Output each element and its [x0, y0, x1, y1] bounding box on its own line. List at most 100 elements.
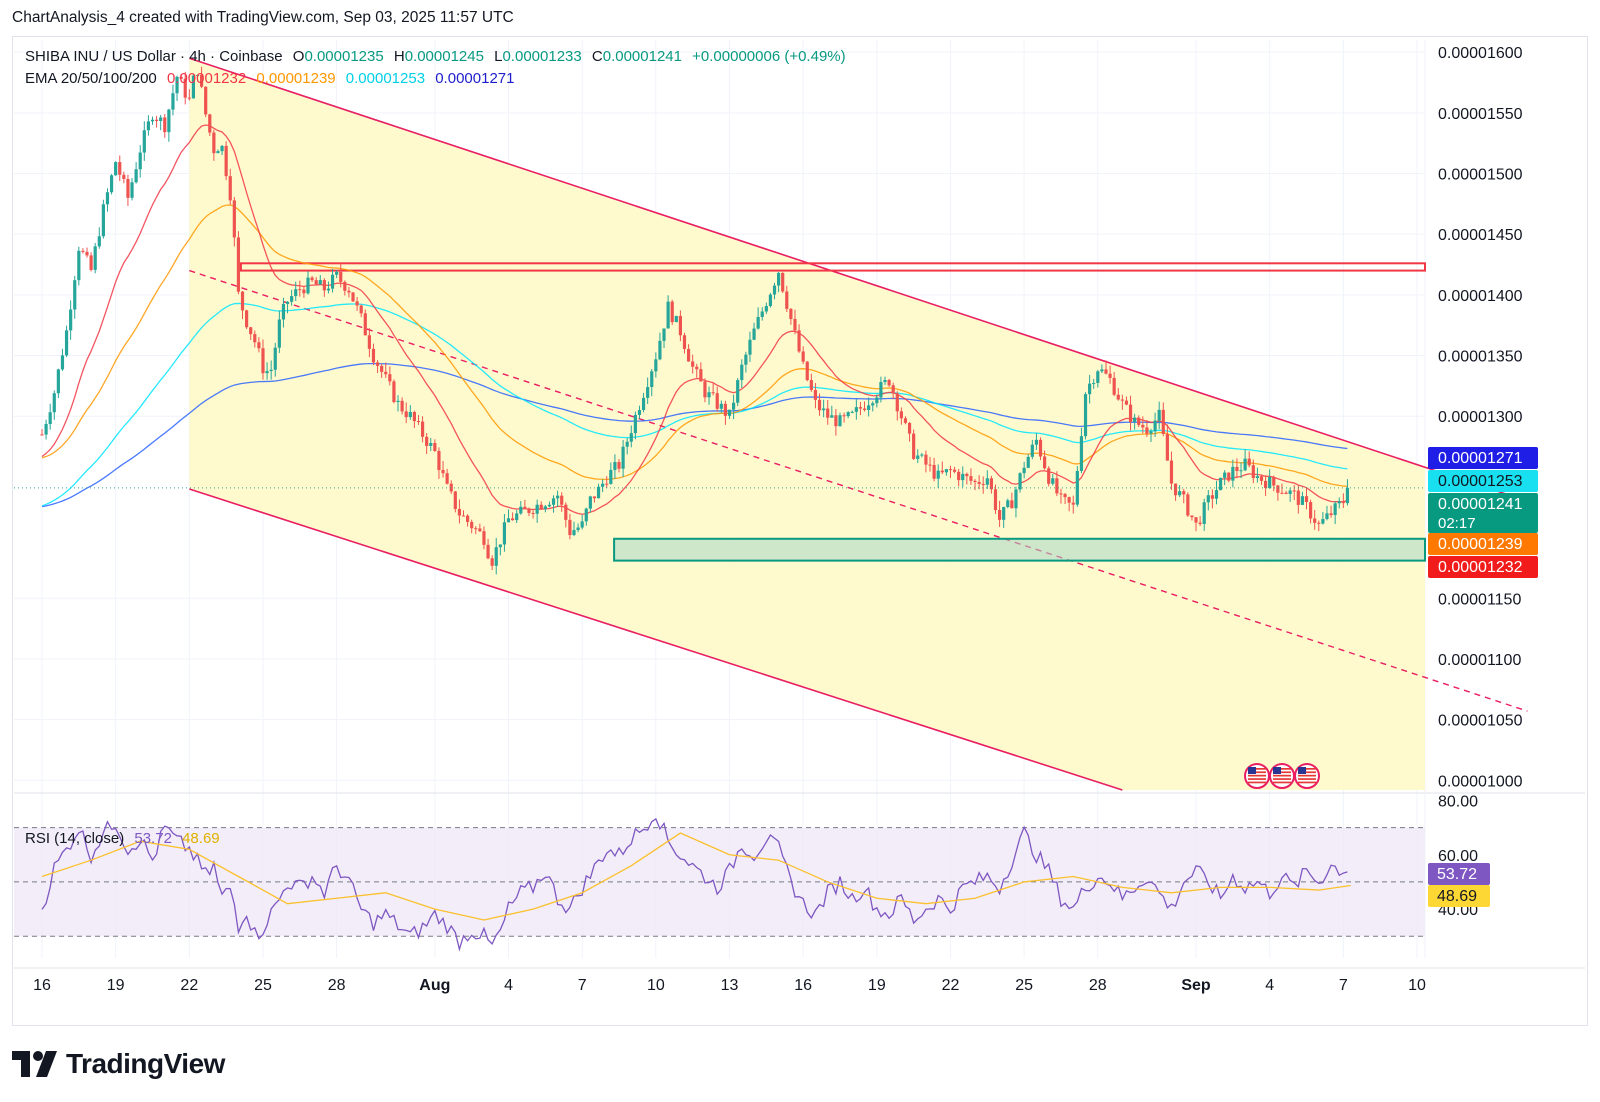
time-tick-label: 16	[33, 977, 51, 994]
time-tick-label: 25	[1015, 977, 1033, 994]
candle-body	[1128, 404, 1133, 423]
time-tick-label: 25	[254, 977, 272, 994]
price-tick-label: 0.00001100	[1438, 652, 1521, 669]
badge-countdown: 02:17	[1438, 515, 1476, 532]
candle-body	[1268, 477, 1272, 489]
candle-body	[1313, 518, 1317, 523]
candle-body	[519, 506, 523, 514]
candle-body	[1300, 496, 1305, 505]
candle-body	[1063, 494, 1067, 498]
candle-body	[77, 250, 81, 281]
candle-body	[347, 290, 351, 293]
candle-body	[306, 277, 310, 294]
flag-canton	[1248, 767, 1256, 774]
candle-body	[122, 174, 126, 180]
candle-body	[118, 162, 122, 175]
candle-body	[355, 301, 359, 306]
candle-body	[375, 362, 380, 366]
price-badges: 0.00001271 0.00001253 0.00001241 02:17 0.000…	[1428, 447, 1538, 907]
candle-body	[1251, 465, 1255, 478]
time-tick-label: 13	[721, 977, 739, 994]
candle-body	[871, 403, 875, 406]
price-tick-label: 0.00001450	[1438, 227, 1523, 244]
open-value: 0.00001235	[304, 48, 384, 65]
candle-body	[1178, 491, 1182, 496]
chart-frame[interactable]	[12, 36, 1588, 1026]
candle-body	[412, 411, 416, 422]
candle-body	[142, 130, 146, 153]
candle-body	[1133, 417, 1137, 423]
candle-body	[1100, 369, 1104, 372]
legend-ema: EMA 20/50/100/200 0.00001232 0.00001239 …	[25, 70, 514, 87]
badge-ema100-bg	[1428, 470, 1538, 492]
close-value: 0.00001241	[602, 48, 682, 65]
candle-body	[232, 200, 236, 238]
candle-body	[907, 422, 912, 434]
candle-body	[997, 509, 1002, 520]
ema100-line	[41, 302, 1348, 507]
candle-body	[85, 251, 89, 256]
candle-body	[662, 328, 666, 341]
candle-body	[875, 397, 879, 404]
candle-body	[605, 483, 609, 485]
candle-body	[916, 455, 920, 459]
flag-canton	[1273, 767, 1281, 774]
candle-body	[494, 547, 498, 566]
candle-body	[506, 518, 511, 523]
time-tick-label: 22	[180, 977, 198, 994]
candle-body	[1055, 478, 1059, 494]
candle-body	[658, 340, 662, 360]
price-tick-label: 0.00001350	[1438, 349, 1523, 366]
candle-body	[404, 411, 408, 418]
candle-body	[380, 365, 384, 372]
candle-body	[846, 412, 850, 417]
candle-body	[269, 369, 273, 372]
price-zones	[239, 262, 1427, 562]
time-tick-label: 10	[647, 977, 665, 994]
candle-body	[175, 76, 179, 94]
flag-stripe	[1248, 781, 1266, 784]
candle-body	[273, 347, 277, 370]
candle-body	[887, 380, 891, 386]
candle-body	[805, 361, 809, 381]
candle-body	[1083, 394, 1088, 437]
candle-body	[1272, 477, 1276, 486]
candle-body	[1255, 476, 1260, 478]
tradingview-logo[interactable]: TradingView	[12, 1048, 225, 1080]
candle-body	[993, 489, 998, 510]
open-label: O	[292, 48, 305, 65]
descending-channel	[189, 57, 1528, 791]
time-tick-label: 28	[328, 977, 346, 994]
symbol-title[interactable]: SHIBA INU / US Dollar · 4h · Coinbase	[25, 48, 283, 65]
candle-body	[1263, 480, 1268, 489]
ema200-line	[41, 362, 1348, 508]
candle-body	[314, 280, 318, 285]
candle-body	[867, 405, 871, 410]
candle-body	[302, 289, 306, 294]
candle-body	[445, 473, 449, 484]
candle-body	[343, 281, 347, 291]
rsi-tick-label: 60.00	[1438, 848, 1478, 865]
candle-body	[895, 393, 899, 412]
rsi-label[interactable]: RSI (14, close)	[25, 830, 125, 847]
price-tick-label: 0.00001400	[1438, 288, 1523, 305]
badge-ema200-bg	[1428, 447, 1538, 469]
badge-ema50: 0.00001239	[1438, 536, 1523, 553]
candle-body	[952, 469, 957, 472]
candle-body	[928, 464, 932, 466]
candle-body	[748, 339, 752, 355]
candle-body	[691, 361, 695, 367]
candle-body	[249, 327, 253, 335]
ema-label[interactable]: EMA 20/50/100/200	[25, 70, 157, 87]
channel-lower-line	[189, 488, 1123, 791]
candle-body	[1149, 431, 1153, 434]
channel-upper-line	[189, 57, 1528, 502]
candle-body	[1186, 494, 1190, 516]
candle-body	[1104, 369, 1108, 374]
candle-body	[1345, 487, 1350, 504]
candle-body	[899, 411, 903, 419]
candle-body	[719, 403, 723, 409]
candle-body	[1292, 490, 1296, 492]
candle-body	[1169, 460, 1174, 484]
